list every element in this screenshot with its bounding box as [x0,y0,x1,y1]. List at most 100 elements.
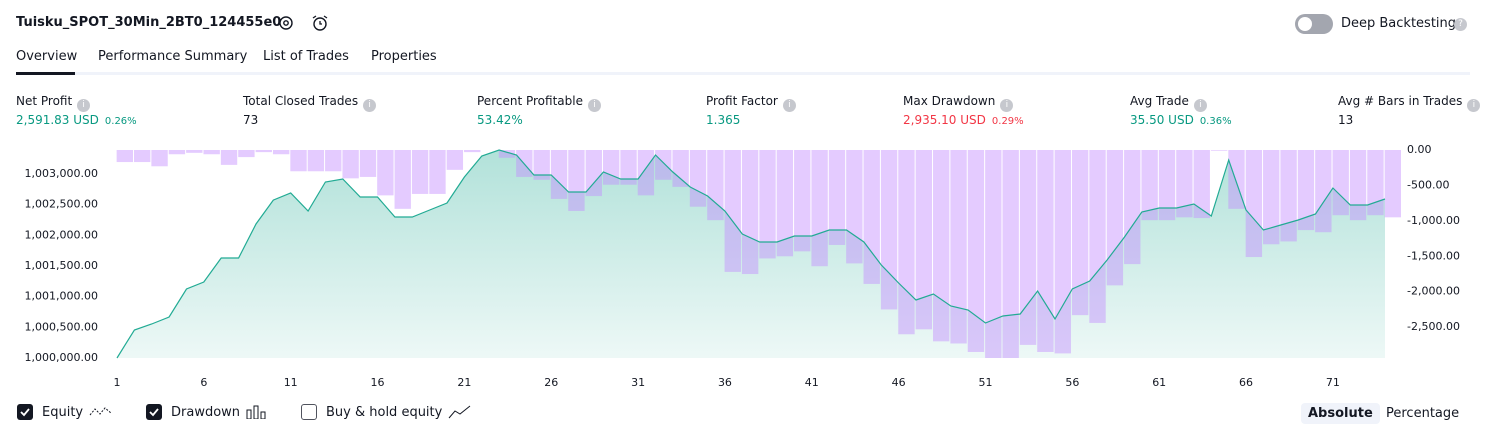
drawdown-bar [1280,150,1297,242]
drawdown-bar [429,150,446,194]
y2-tick-label: 0.00 [1407,143,1432,156]
drawdown-bar [1106,150,1124,286]
x-tick-label: 31 [631,376,645,389]
drawdown-bar [828,150,846,245]
help-icon[interactable]: ? [1454,18,1467,31]
metric-label-text: Avg # Bars in Trades [1338,94,1463,108]
x-tick-label: 16 [371,376,385,389]
metric-label: Total Closed Trades i [243,94,377,112]
drawdown-bar [394,150,411,209]
y-tick-label: 1,002,500.00 [25,198,98,211]
y2-tick-label: -1,000.00 [1407,214,1460,227]
checkbox[interactable] [17,404,33,420]
drawdown-bar [689,150,707,207]
info-icon[interactable]: i [1000,99,1014,112]
x-tick-label: 26 [544,376,558,389]
metric-value-text: 53.42% [477,113,523,127]
drawdown-bar [1210,150,1228,151]
drawdown-bar [377,150,394,196]
legend-label: Drawdown [171,404,241,420]
drawdown-bar [411,150,429,194]
toggle[interactable] [1295,14,1333,34]
tab[interactable]: Properties [371,49,437,64]
metric-value-text: 2,935.10 USD [903,113,986,127]
drawdown-bar [1315,150,1332,233]
metric-label: Percent Profitable i [477,94,601,112]
legend-icon [246,405,270,419]
drawdown-bar [1141,150,1158,221]
info-icon[interactable]: i [1467,99,1481,112]
drawdown-bar [898,150,915,335]
info-icon[interactable]: i [782,99,796,112]
y2-tick-label: -2,500.00 [1407,320,1460,333]
drawdown-bar [464,150,481,153]
drawdown-bar [255,150,272,153]
metric-label: Profit Factor i [706,94,796,112]
metric-value: 73 [243,113,258,127]
x-tick-label: 66 [1239,376,1253,389]
y-tick-label: 1,001,500.00 [25,259,98,272]
drawdown-bar [967,150,985,352]
drawdown-bar [724,150,741,272]
info-icon[interactable]: i [587,99,601,112]
checkbox[interactable] [301,404,317,420]
drawdown-bar [1193,150,1210,219]
drawdown-bar [1037,150,1054,352]
x-tick-label: 46 [892,376,906,389]
metric-label-text: Max Drawdown [903,94,996,108]
x-tick-label: 61 [1152,376,1166,389]
info-icon[interactable]: i [1193,99,1207,112]
drawdown-bar [637,150,655,196]
header-icons[interactable] [277,14,337,34]
metric-label-text: Net Profit [16,94,73,108]
metric-label-text: Avg Trade [1130,94,1189,108]
toggle-label: Deep Backtesting [1341,16,1457,31]
drawdown-bar [151,150,168,167]
info-icon[interactable]: i [363,99,377,112]
y2-tick-label: -2,000.00 [1407,285,1460,298]
drawdown-bar [568,150,585,211]
active-tab-underline [16,72,75,75]
x-tick-label: 41 [805,376,819,389]
legend-item[interactable]: Buy & hold equity [301,404,472,420]
x-tick-label: 21 [457,376,471,389]
tab[interactable]: Overview [16,49,78,64]
drawdown-bar [1089,150,1106,323]
metric-value: 13 [1338,113,1353,127]
metric-value: 35.50 USD 0.36% [1130,113,1232,127]
drawdown-bar [325,150,342,172]
metric-label: Max Drawdown i [903,94,1014,112]
drawdown-bar [915,150,933,330]
metric-label: Net Profit i [16,94,91,112]
drawdown-bar [672,150,689,187]
chart: 1,000,000.00 1,000,500.00 1,001,000.00 1,00… [25,143,1460,389]
legend-item[interactable]: Equity [17,404,113,420]
drawdown-bar [1384,150,1402,218]
drawdown-bar [741,150,759,275]
legend-icon [448,405,472,419]
drawdown-bar [1124,150,1141,265]
tab[interactable]: List of Trades [263,49,349,64]
drawdown-bar [186,150,203,153]
legend-item[interactable]: Drawdown [146,404,270,420]
metric-value-text: 35.50 USD [1130,113,1194,127]
y-tick-label: 1,002,000.00 [25,228,98,241]
drawdown-bar [759,150,776,259]
drawdown-bar [933,150,950,342]
checkbox[interactable] [146,404,162,420]
info-icon[interactable]: i [77,99,91,112]
drawdown-bar [134,150,151,163]
drawdown-bar [585,150,602,197]
drawdown-bar [203,150,220,155]
metric-label: Avg # Bars in Trades i [1338,94,1481,112]
tab[interactable]: Performance Summary [98,49,248,64]
legend-label: Equity [42,404,84,420]
drawdown-bar [985,150,1002,358]
mode-button[interactable]: Percentage [1386,406,1460,421]
metric-value: 2,935.10 USD 0.29% [903,113,1024,127]
metric-percent: 0.26% [104,116,137,127]
drawdown-bar [116,150,134,163]
drawdown-bar [1263,150,1280,245]
strategy-title: Tuisku_SPOT_30Min_2BT0_124455e0 [16,15,282,30]
mode-button[interactable]: Absolute [1301,403,1380,424]
